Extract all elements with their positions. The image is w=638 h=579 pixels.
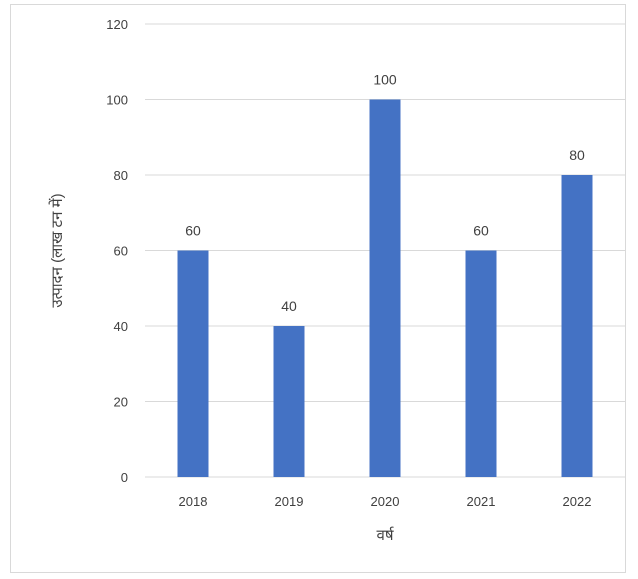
y-tick-label: 120 xyxy=(106,17,128,32)
y-tick-label: 100 xyxy=(106,93,128,108)
x-tick-label: 2021 xyxy=(467,494,496,509)
x-tick-label: 2020 xyxy=(371,494,400,509)
bar-2019 xyxy=(273,326,305,477)
data-label: 80 xyxy=(569,147,585,163)
bar-2022 xyxy=(561,175,593,477)
bar-2018 xyxy=(177,250,209,477)
data-label: 40 xyxy=(281,298,297,314)
data-labels: 60 40 100 60 80 xyxy=(185,72,585,315)
chart-frame xyxy=(10,4,626,573)
data-label: 60 xyxy=(185,223,201,239)
y-tick-label: 60 xyxy=(114,244,128,259)
x-tick-label: 2022 xyxy=(563,494,592,509)
y-tick-label: 0 xyxy=(121,470,128,485)
y-tick-labels: 0 20 40 60 80 100 120 xyxy=(106,17,128,485)
bar-2021 xyxy=(465,250,497,477)
x-axis-title: वर्ष xyxy=(376,526,394,544)
x-tick-label: 2019 xyxy=(275,494,304,509)
y-tick-label: 80 xyxy=(114,168,128,183)
y-tick-label: 20 xyxy=(114,395,128,410)
bar-2020 xyxy=(369,99,401,477)
x-tick-label: 2018 xyxy=(179,494,208,509)
bars xyxy=(177,99,593,477)
y-tick-label: 40 xyxy=(114,319,128,334)
y-axis-title: उत्पादन (लाख टन में) xyxy=(48,193,66,307)
data-label: 100 xyxy=(373,72,397,88)
x-tick-labels: 2018 2019 2020 2021 2022 xyxy=(179,494,592,509)
data-label: 60 xyxy=(473,223,489,239)
